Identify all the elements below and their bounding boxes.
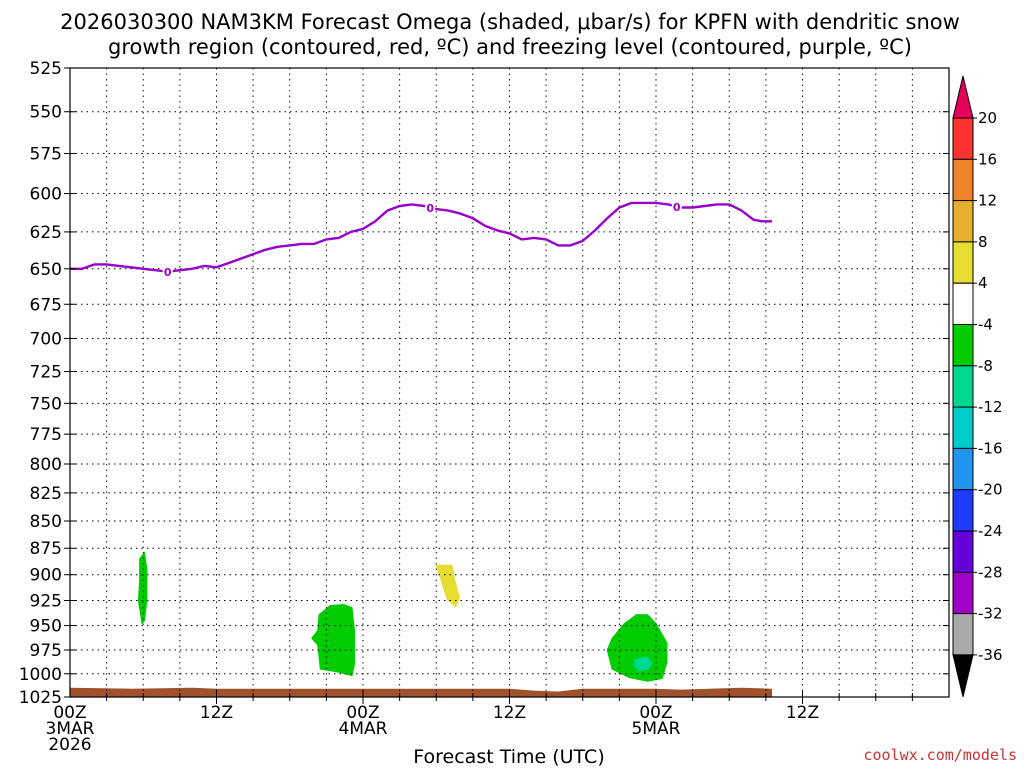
y-tick-label-800: 800	[30, 455, 62, 475]
credit-text: coolwx.com/models	[863, 746, 1017, 764]
colorbar-label-1: 16	[978, 150, 997, 168]
freezing-level-label-bg-2	[671, 199, 682, 214]
freezing-level-label-0: 0	[164, 266, 172, 279]
colorbar-label-10: -24	[978, 522, 1003, 540]
colorbar-label-4: 4	[978, 274, 988, 292]
x-tick-label-2-1: 4MAR	[339, 719, 388, 739]
colorbar-swatch-3	[952, 241, 974, 284]
y-tick-label-600: 600	[30, 185, 62, 205]
y-tick-label-700: 700	[30, 329, 62, 349]
colorbar-swatch-12	[952, 613, 974, 656]
chart-title-line-2: growth region (contoured, red, ºC) and f…	[108, 35, 912, 59]
omega-region-0	[137, 552, 148, 625]
colorbar-swatch-8	[952, 447, 974, 491]
y-tick-label-825: 825	[30, 484, 62, 504]
x-tick-label-5-0: 12Z	[786, 703, 819, 723]
freezing-level-label-2: 0	[673, 201, 681, 214]
y-tick-label-925: 925	[30, 591, 62, 611]
omega-region-3	[606, 614, 668, 682]
colorbar-label-8: -16	[978, 439, 1003, 457]
freezing-level-label-bg-0	[162, 264, 173, 279]
grid-lines	[70, 68, 949, 697]
x-tick-label-0-0: 00Z	[53, 703, 86, 723]
x-tick-label-4-1: 5MAR	[632, 719, 681, 739]
colorbar-label-5: -4	[978, 316, 993, 334]
x-tick-label-4-0: 00Z	[639, 703, 672, 723]
x-axis-label: Forecast Time (UTC)	[413, 746, 604, 768]
y-tick-label-750: 750	[30, 394, 62, 414]
colorbar-label-2: 12	[978, 192, 997, 210]
colorbar-swatch-9	[952, 489, 974, 532]
colorbar-swatch-11	[952, 571, 974, 615]
colorbar-top-triangle	[952, 75, 974, 119]
colorbar-label-12: -32	[978, 605, 1003, 623]
colorbar-bottom-triangle	[952, 654, 974, 698]
y-tick-label-550: 550	[30, 103, 62, 123]
y-tick-label-725: 725	[30, 362, 62, 382]
colorbar-swatch-10	[952, 530, 974, 573]
y-tick-label-575: 575	[30, 145, 62, 165]
colorbar-swatch-6	[952, 365, 974, 408]
y-tick-label-1000: 1000	[19, 665, 62, 685]
y-tick-label-650: 650	[30, 260, 62, 280]
colorbar-label-7: -12	[978, 398, 1003, 416]
freezing-level-label-bg-1	[425, 200, 436, 215]
x-tick-label-1-0: 12Z	[200, 703, 233, 723]
y-tick-label-675: 675	[30, 295, 62, 315]
freezing-level-line	[70, 201, 772, 273]
colorbar-swatch-1	[952, 158, 974, 202]
omega-colorbar: 20 16 12 8 4 -4 -8 -12 -16 -20 -24 -28 -32 -36	[952, 75, 1003, 698]
omega-region-4	[633, 656, 653, 672]
terrain-fill	[70, 687, 772, 697]
y-tick-label-775: 775	[30, 425, 62, 445]
y-tick-label-525: 525	[30, 59, 62, 79]
omega-region-2	[311, 604, 355, 677]
y-tick-label-1025: 1025	[19, 688, 62, 708]
pressure-axis: 525 550 575 600 625 650 675 700 725 750 775 800 825 8…	[19, 59, 949, 708]
colorbar-swatch-7	[952, 406, 974, 449]
y-tick-label-900: 900	[30, 566, 62, 586]
omega-region-1	[435, 564, 460, 608]
omega-shading-layer	[137, 552, 668, 682]
y-tick-label-875: 875	[30, 539, 62, 559]
colorbar-label-13: -36	[978, 646, 1003, 664]
freezing-level-label-1: 0	[426, 202, 434, 215]
y-tick-label-625: 625	[30, 223, 62, 243]
terrain-layer	[70, 687, 772, 697]
x-tick-label-3-0: 12Z	[493, 703, 526, 723]
colorbar-label-3: 8	[978, 233, 988, 251]
colorbar-label-9: -20	[978, 481, 1003, 499]
colorbar-label-11: -28	[978, 563, 1003, 581]
x-tick-label-0-1: 3MAR	[46, 719, 95, 739]
colorbar-swatch-0	[952, 117, 974, 160]
colorbar-label-6: -8	[978, 357, 993, 375]
colorbar-swatch-5	[952, 324, 974, 367]
colorbar-label-0: 20	[978, 109, 997, 127]
colorbar-swatch-2	[952, 200, 974, 243]
freezing-level-layer: 0 0 0	[70, 199, 772, 279]
y-tick-label-850: 850	[30, 512, 62, 532]
x-tick-label-0-2: 2026	[48, 735, 91, 755]
chart-title-line-1: 2026030300 NAM3KM Forecast Omega (shaded…	[60, 10, 960, 34]
colorbar-swatch-4	[952, 282, 974, 326]
x-tick-label-2-0: 00Z	[346, 703, 379, 723]
y-tick-label-950: 950	[30, 617, 62, 637]
y-tick-label-975: 975	[30, 641, 62, 661]
